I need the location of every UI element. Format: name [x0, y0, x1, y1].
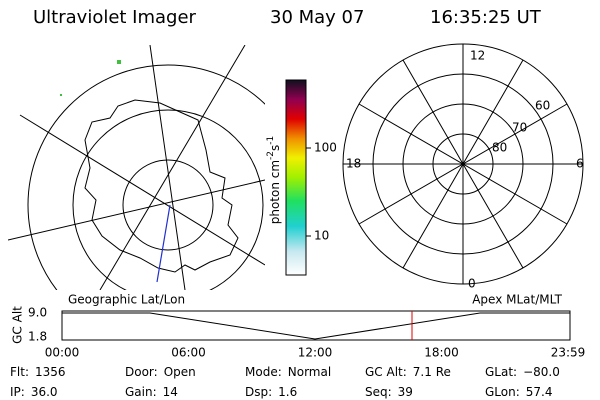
timeline-x-tick: 00:00 [45, 346, 80, 360]
info-label: Dsp: [245, 385, 272, 399]
lat-label: 80 [492, 141, 507, 155]
info-value: 57.4 [526, 385, 553, 399]
timeline-x-tick: 23:59 [551, 346, 586, 360]
title: Ultraviolet Imager [33, 7, 197, 28]
date: 30 May 07 [270, 7, 364, 28]
time: 16:35:25 UT [430, 7, 542, 28]
info-value: Normal [288, 365, 331, 379]
colorbar-tick: 100 [314, 141, 337, 155]
info-field: GC Alt: 7.1 Re [365, 365, 451, 379]
info-field: Mode: Normal [245, 365, 331, 379]
timeline-box [61, 310, 571, 341]
info-field: Dsp: 1.6 [245, 385, 297, 399]
mlt-label: 18 [346, 157, 361, 171]
info-label: Mode: [245, 365, 282, 379]
timeline-right-title: Apex MLat/MLT [472, 293, 562, 307]
info-value: 1.6 [278, 385, 297, 399]
info-value: 36.0 [31, 385, 58, 399]
info-label: GLat: [485, 365, 517, 379]
info-label: GLon: [485, 385, 520, 399]
info-field: Door: Open [125, 365, 196, 379]
timeline-y-tick: 1.8 [28, 330, 47, 344]
info-field: Flt: 1356 [10, 365, 66, 379]
info-label: GC Alt: [365, 365, 407, 379]
colorbar [285, 79, 307, 276]
timeline-y-label: GC Alt [11, 306, 25, 344]
timeline-x-tick: 06:00 [171, 346, 206, 360]
info-value: 7.1 Re [413, 365, 451, 379]
timeline-y-tick: 9.0 [28, 306, 47, 320]
info-field: IP: 36.0 [10, 385, 58, 399]
info-value: −80.0 [523, 365, 560, 379]
lat-label: 60 [535, 99, 550, 113]
info-label: IP: [10, 385, 25, 399]
info-field: Seq: 39 [365, 385, 413, 399]
info-label: Gain: [125, 385, 157, 399]
lat-label: 70 [512, 121, 527, 135]
timeline-left-title: Geographic Lat/Lon [68, 293, 185, 307]
colorbar-label: photon cm-2s-1 [266, 136, 282, 225]
info-value: 39 [398, 385, 413, 399]
info-label: Door: [125, 365, 158, 379]
info-label: Flt: [10, 365, 29, 379]
alt-curve [62, 312, 570, 340]
geo-map [8, 45, 265, 290]
mlt-label: 12 [470, 49, 485, 63]
info-value: Open [164, 365, 196, 379]
info-value: 1356 [35, 365, 66, 379]
mlt-label: 6 [576, 157, 584, 171]
polar-plot [342, 43, 584, 285]
mlt-label: 0 [468, 277, 476, 291]
colorbar-tick: 10 [314, 229, 329, 243]
timeline-x-tick: 18:00 [424, 346, 459, 360]
timeline-x-tick: 12:00 [298, 346, 333, 360]
info-field: GLat: −80.0 [485, 365, 560, 379]
info-field: Gain: 14 [125, 385, 178, 399]
info-value: 14 [163, 385, 178, 399]
info-label: Seq: [365, 385, 392, 399]
info-field: GLon: 57.4 [485, 385, 552, 399]
